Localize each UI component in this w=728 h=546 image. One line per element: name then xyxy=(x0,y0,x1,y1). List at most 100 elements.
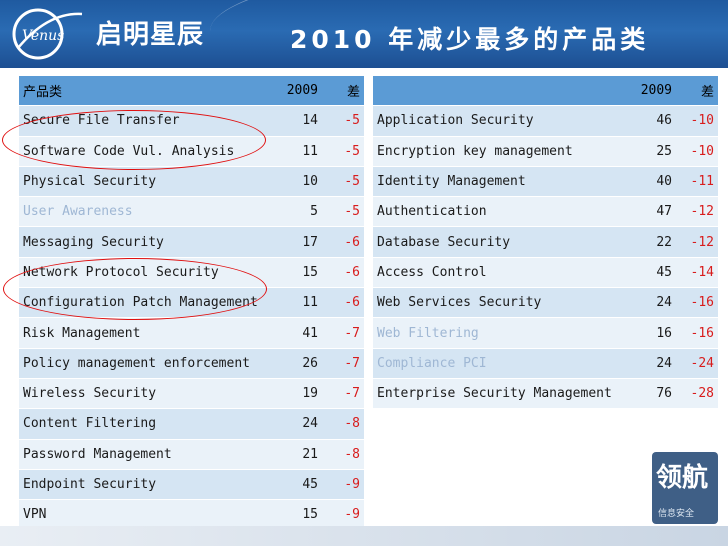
column-header-diff: 差 xyxy=(322,76,364,107)
product-name-cell: Risk Management xyxy=(19,317,274,349)
product-name-cell: Password Management xyxy=(19,439,274,470)
footer-bar xyxy=(0,526,728,546)
value-2009-cell: 45 xyxy=(628,257,676,289)
column-header-diff: 差 xyxy=(676,76,718,107)
product-name-cell: VPN xyxy=(19,499,274,531)
difference-cell: -6 xyxy=(322,287,364,319)
value-2009-cell: 24 xyxy=(628,287,676,319)
column-header-category xyxy=(373,76,628,107)
difference-cell: -8 xyxy=(322,439,364,470)
value-2009-cell: 11 xyxy=(274,136,322,167)
difference-cell: -5 xyxy=(322,196,364,228)
product-name-cell: Messaging Security xyxy=(19,226,274,258)
table-row: Authentication 47 -12 xyxy=(373,196,718,228)
table-row: Policy management enforcement 26 -7 xyxy=(19,348,364,379)
product-name-cell: Compliance PCI xyxy=(373,348,628,379)
table-row: Endpoint Security 45 -9 xyxy=(19,469,364,501)
product-name-cell: Physical Security xyxy=(19,166,274,198)
product-name-cell: Authentication xyxy=(373,196,628,228)
value-2009-cell: 46 xyxy=(628,105,676,137)
table-row: Identity Management 40 -11 xyxy=(373,166,718,198)
value-2009-cell: 21 xyxy=(274,439,322,470)
difference-cell: -16 xyxy=(676,287,718,319)
brand-name: 启明星辰 xyxy=(96,20,205,50)
table-row: Content Filtering 24 -8 xyxy=(19,408,364,440)
difference-cell: -11 xyxy=(676,166,718,198)
product-name-cell: Web Services Security xyxy=(373,287,628,319)
difference-cell: -16 xyxy=(676,317,718,349)
table-row: Web Services Security 24 -16 xyxy=(373,287,718,319)
value-2009-cell: 76 xyxy=(628,378,676,410)
value-2009-cell: 24 xyxy=(274,408,322,440)
table-row: VPN 15 -9 xyxy=(19,499,364,531)
product-name-cell: Enterprise Security Management xyxy=(373,378,628,410)
value-2009-cell: 47 xyxy=(628,196,676,228)
value-2009-cell: 24 xyxy=(628,348,676,379)
difference-cell: -6 xyxy=(322,257,364,289)
product-name-cell: Content Filtering xyxy=(19,408,274,440)
difference-cell: -28 xyxy=(676,378,718,410)
value-2009-cell: 5 xyxy=(274,196,322,228)
table-row: Web Filtering 16 -16 xyxy=(373,317,718,349)
difference-cell: -9 xyxy=(322,499,364,531)
venus-logo-icon: Venus xyxy=(12,8,83,60)
seal-text-big: 领航 xyxy=(656,462,708,493)
table-row: Wireless Security 19 -7 xyxy=(19,378,364,410)
left-table-header-row: 产品类 2009 差 xyxy=(19,76,364,107)
highlight-circle-top xyxy=(2,110,266,170)
value-2009-cell: 41 xyxy=(274,317,322,349)
column-header-category: 产品类 xyxy=(19,76,274,107)
value-2009-cell: 17 xyxy=(274,226,322,258)
value-2009-cell: 45 xyxy=(274,469,322,501)
product-name-cell: Identity Management xyxy=(373,166,628,198)
table-row: Enterprise Security Management 76 -28 xyxy=(373,378,718,410)
table-row: Compliance PCI 24 -24 xyxy=(373,348,718,379)
product-name-cell: User Awareness xyxy=(19,196,274,228)
difference-cell: -24 xyxy=(676,348,718,379)
difference-cell: -5 xyxy=(322,136,364,167)
difference-cell: -5 xyxy=(322,105,364,137)
product-name-cell: Wireless Security xyxy=(19,378,274,410)
product-name-cell: Access Control xyxy=(373,257,628,289)
right-table-header-row: 2009 差 xyxy=(373,76,718,107)
table-row: Access Control 45 -14 xyxy=(373,257,718,289)
seal-text-small: 信息安全 xyxy=(658,507,694,519)
highlight-circle-bottom xyxy=(3,258,267,320)
difference-cell: -8 xyxy=(322,408,364,440)
value-2009-cell: 40 xyxy=(628,166,676,198)
value-2009-cell: 11 xyxy=(274,287,322,319)
difference-cell: -12 xyxy=(676,226,718,258)
value-2009-cell: 25 xyxy=(628,136,676,167)
value-2009-cell: 22 xyxy=(628,226,676,258)
table-row: Password Management 21 -8 xyxy=(19,439,364,470)
logo-text: Venus xyxy=(22,28,64,44)
table-row: Database Security 22 -12 xyxy=(373,226,718,258)
difference-cell: -9 xyxy=(322,469,364,501)
value-2009-cell: 15 xyxy=(274,257,322,289)
difference-cell: -7 xyxy=(322,378,364,410)
table-row: Risk Management 41 -7 xyxy=(19,317,364,349)
table-row: User Awareness 5 -5 xyxy=(19,196,364,228)
table-row: Encryption key management 25 -10 xyxy=(373,136,718,167)
right-product-table: 2009 差 Application Security 46 -10 Encryption… xyxy=(373,76,718,410)
value-2009-cell: 26 xyxy=(274,348,322,379)
product-name-cell: Application Security xyxy=(373,105,628,137)
difference-cell: -12 xyxy=(676,196,718,228)
product-name-cell: Endpoint Security xyxy=(19,469,274,501)
product-name-cell: Encryption key management xyxy=(373,136,628,167)
value-2009-cell: 19 xyxy=(274,378,322,410)
product-name-cell: Policy management enforcement xyxy=(19,348,274,379)
value-2009-cell: 15 xyxy=(274,499,322,531)
slide-header: Venus 启明星辰 2010 年减少最多的产品类 xyxy=(0,0,728,68)
product-name-cell: Database Security xyxy=(373,226,628,258)
lingHang-seal-icon: 领航 信息安全 xyxy=(652,452,718,524)
difference-cell: -6 xyxy=(322,226,364,258)
column-header-2009: 2009 xyxy=(274,76,322,107)
difference-cell: -14 xyxy=(676,257,718,289)
value-2009-cell: 14 xyxy=(274,105,322,137)
difference-cell: -7 xyxy=(322,348,364,379)
product-name-cell: Web Filtering xyxy=(373,317,628,349)
difference-cell: -10 xyxy=(676,136,718,167)
table-row: Application Security 46 -10 xyxy=(373,105,718,137)
page-title: 2010 年减少最多的产品类 xyxy=(290,25,650,54)
